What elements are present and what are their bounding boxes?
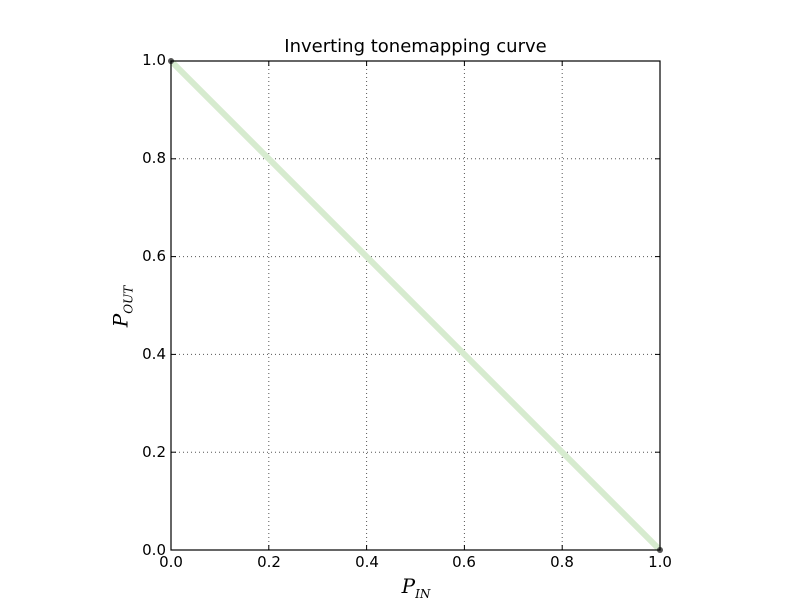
curve-line [168,58,663,553]
y-tick-label: 0.0 [142,541,166,559]
x-tick-label: 0.0 [159,553,183,571]
y-tick-label: 0.4 [142,345,166,363]
tick-marks [170,60,661,551]
x-tick-label: 0.4 [355,553,379,571]
x-axis-label: PIN [401,574,431,601]
x-tick-label: 0.8 [550,553,574,571]
y-tick-label: 0.8 [142,149,166,167]
x-tick-label: 0.2 [257,553,281,571]
y-tick-label: 0.2 [142,443,166,461]
plot-frame [170,60,661,551]
y-tick-label: 1.0 [142,51,166,69]
chart-title: Inverting tonemapping curve [284,36,547,57]
y-axis-label: POUT [108,285,136,328]
y-tick-label: 0.6 [142,247,166,265]
x-tick-label: 0.6 [452,553,476,571]
x-tick-label: 1.0 [648,553,672,571]
curve-series [168,58,663,553]
